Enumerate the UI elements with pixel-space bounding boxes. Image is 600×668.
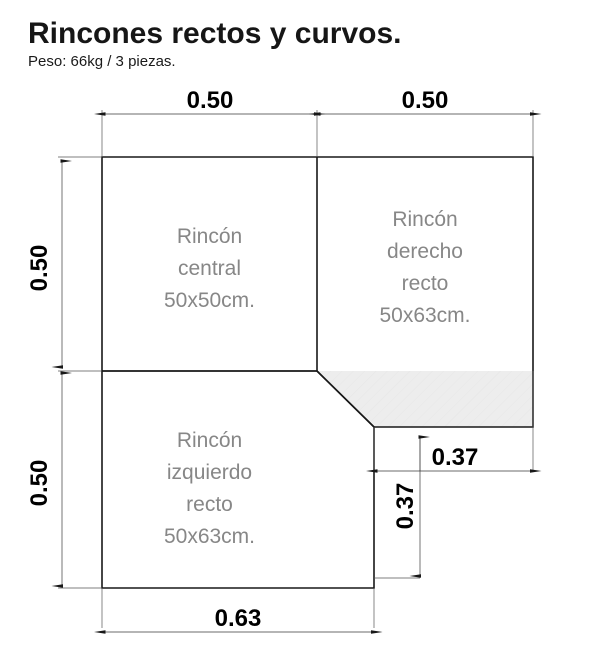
svg-text:0.50: 0.50 [26,245,53,292]
svg-text:0.37: 0.37 [392,483,419,530]
svg-text:0.37: 0.37 [432,444,479,471]
svg-text:0.63: 0.63 [215,605,262,632]
svg-text:0.50: 0.50 [402,87,449,114]
svg-text:0.50: 0.50 [187,87,234,114]
svg-text:0.50: 0.50 [26,460,53,507]
